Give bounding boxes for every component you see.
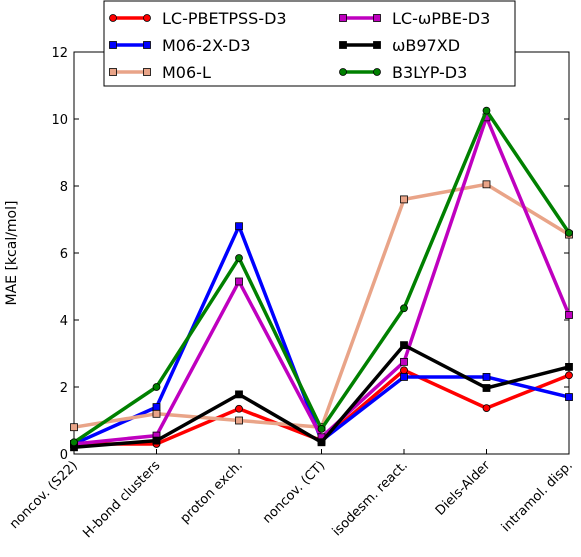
data-point — [235, 254, 243, 262]
legend-label: LC-PBETPSS-D3 — [162, 9, 287, 28]
series-line — [74, 368, 570, 446]
data-point — [400, 373, 408, 381]
data-point — [339, 68, 347, 76]
data-point — [373, 41, 381, 49]
series-ωB97XD — [70, 341, 573, 452]
legend-label: LC-ωPBE-D3 — [392, 9, 490, 28]
series-line — [73, 115, 571, 446]
data-point — [235, 277, 243, 286]
x-tick-label: noncov. (S22) — [7, 458, 81, 532]
series-lines — [70, 106, 573, 452]
data-point — [565, 228, 573, 237]
data-point — [235, 390, 243, 399]
data-point — [235, 404, 243, 413]
data-point — [143, 68, 151, 76]
legend: LC-PBETPSS-D3 M06-2X-D3 M06-L LC-ωPBE-D3 ωB9… — [103, 0, 516, 87]
series-M06-2X-D3 — [70, 222, 573, 448]
data-point — [109, 41, 117, 49]
y-axis-label: MAE [kcal/mol] — [4, 201, 20, 306]
data-point — [400, 195, 408, 204]
data-point — [152, 409, 161, 418]
data-point — [235, 222, 243, 231]
x-tick-label: intramol. disp. — [499, 458, 576, 535]
x-tick-label: Diels-Alder — [433, 458, 494, 519]
data-point — [482, 106, 491, 115]
data-point — [482, 180, 491, 189]
y-tick-label: 10 — [51, 113, 68, 128]
data-point — [143, 14, 151, 22]
data-point — [109, 14, 117, 22]
data-point — [143, 41, 151, 49]
y-axis-ticks: 0 2 4 6 8 10 12 — [51, 46, 569, 463]
data-point — [339, 14, 347, 22]
data-point — [400, 357, 408, 366]
y-tick-label: 6 — [60, 247, 68, 262]
y-tick-label: 2 — [60, 381, 68, 396]
legend-label: ωB97XD — [392, 36, 460, 55]
y-tick-label: 4 — [60, 314, 68, 329]
legend-item-ωB97XD: ωB97XD — [339, 36, 460, 55]
x-tick-label: proton exch. — [178, 458, 246, 526]
legend-label: M06-2X-D3 — [162, 36, 251, 55]
y-tick-label: 12 — [51, 46, 68, 61]
y-tick-label: 8 — [60, 180, 68, 195]
legend-label: M06-L — [162, 63, 211, 82]
legend-item-LC-PBETPSS-D3: LC-PBETPSS-D3 — [109, 9, 287, 28]
data-point — [565, 362, 573, 371]
legend-item-B3LYP-D3: B3LYP-D3 — [339, 63, 467, 82]
data-point — [235, 416, 243, 425]
series-line — [73, 224, 570, 446]
x-tick-label: noncov. (CT) — [260, 458, 328, 526]
x-tick-label: isodesm. react. — [330, 458, 411, 539]
series-line — [73, 108, 571, 444]
data-point — [317, 424, 326, 433]
data-point — [373, 14, 381, 22]
data-point — [152, 436, 161, 445]
data-point — [482, 384, 491, 392]
series-B3LYP-D3 — [70, 106, 573, 447]
data-point — [565, 393, 573, 401]
legend-item-M06-L: M06-L — [109, 63, 211, 82]
data-point — [317, 438, 326, 447]
data-point — [152, 383, 161, 391]
data-point — [482, 373, 491, 381]
legend-item-M06-2X-D3: M06-2X-D3 — [109, 36, 251, 55]
legend-item-LC-ωPBE-D3: LC-ωPBE-D3 — [339, 9, 490, 28]
data-point — [373, 68, 381, 76]
data-point — [339, 41, 347, 49]
data-point — [565, 311, 573, 319]
data-point — [400, 304, 408, 313]
data-point — [565, 371, 573, 380]
legend-box — [103, 0, 516, 87]
data-point — [70, 423, 78, 432]
data-point — [70, 438, 78, 447]
data-point — [400, 366, 408, 375]
data-point — [400, 341, 408, 350]
legend-label: B3LYP-D3 — [392, 63, 467, 82]
y-tick-label: 0 — [60, 448, 68, 463]
data-point — [482, 404, 491, 413]
x-tick-label: H-bond clusters — [80, 458, 163, 541]
data-point — [152, 403, 161, 412]
data-point — [109, 68, 117, 76]
series-LC-ωPBE-D3 — [70, 113, 573, 448]
